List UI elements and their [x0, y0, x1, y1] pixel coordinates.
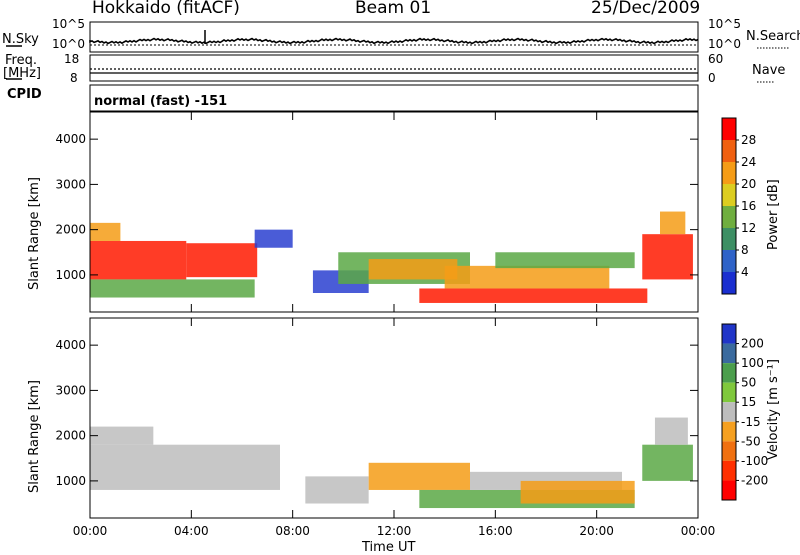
power-region-1 — [186, 243, 258, 278]
velocity-colorbar-frame — [721, 323, 737, 501]
station-title: Hokkaido (fitACF) — [92, 0, 240, 18]
power-region-7 — [368, 259, 458, 280]
power-region-9 — [444, 265, 610, 289]
power-cbtick-label-6: 28 — [741, 133, 756, 147]
power-ytick-label-3: 4000 — [55, 132, 86, 146]
velocity-colorbar-label: Velocity [m s⁻¹] — [766, 359, 781, 460]
velocity-colorbar-bin-2 — [722, 363, 736, 383]
velocity-region-8 — [654, 417, 688, 445]
power-cbtick-label-2: 12 — [741, 221, 756, 235]
power-colorbar-bin-1 — [722, 250, 736, 272]
velocity-ytick-label-3: 4000 — [55, 338, 86, 352]
velocity-ytick-label-0: 1000 — [55, 474, 86, 488]
power-cbtick-label-3: 16 — [741, 199, 756, 213]
cpid-label: CPID — [7, 87, 42, 102]
x-axis-title: Time UT — [362, 540, 416, 555]
nsky-label: N.Sky — [2, 32, 39, 47]
freq-label-line2: [MHz] — [3, 66, 41, 81]
freq-label-line1: Freq. — [5, 53, 37, 68]
velocity-cbtick-label-4: -15 — [741, 415, 761, 429]
power-region-0 — [90, 240, 187, 280]
power-colorbar-bin-4 — [722, 184, 736, 206]
velocity-colorbar-bin-7 — [722, 460, 736, 481]
nsky-left-tick-bottom: 10^0 — [52, 37, 85, 51]
xtick-label-2: 08:00 — [275, 524, 310, 538]
power-cbtick-label-1: 8 — [741, 243, 749, 257]
velocity-cbtick-label-6: -100 — [741, 454, 768, 468]
velocity-cbtick-label-5: -50 — [741, 434, 761, 448]
velocity-region-2 — [305, 476, 369, 504]
power-region-11 — [642, 234, 693, 280]
power-colorbar-bin-3 — [722, 206, 736, 228]
velocity-region-7 — [642, 444, 693, 481]
velocity-cbtick-label-1: 100 — [741, 356, 764, 370]
power-colorbar-label: Power [dB] — [766, 179, 781, 250]
velocity-colorbar-bin-1 — [722, 343, 736, 364]
velocity-ytick-label-1: 2000 — [55, 429, 86, 443]
velocity-region-0 — [90, 444, 280, 490]
velocity-ylabel: Slant Range [km] — [27, 380, 42, 493]
cpid-mode: normal (fast) -151 — [94, 94, 228, 109]
nsky-right-tick-bottom: 10^0 — [708, 37, 741, 51]
nsearch-label: N.Search — [746, 29, 800, 44]
power-colorbar-bin-6 — [722, 140, 736, 162]
power-colorbar-bin-5 — [722, 162, 736, 184]
velocity-colorbar-bin-5 — [722, 421, 736, 442]
beam-title: Beam 01 — [355, 0, 432, 18]
power-region-12 — [660, 211, 686, 235]
power-ytick-label-1: 2000 — [55, 223, 86, 237]
cpid-panel-frame — [89, 84, 699, 112]
power-region-10 — [495, 252, 635, 269]
velocity-colorbar-bin-4 — [722, 402, 736, 422]
velocity-cbtick-label-3: 15 — [741, 395, 756, 409]
velocity-colorbar-bin-3 — [722, 382, 736, 403]
velocity-cbtick-label-0: 200 — [741, 337, 764, 351]
power-region-2 — [90, 222, 121, 241]
velocity-region-6 — [520, 480, 635, 504]
date-title: 25/Dec/2009 — [591, 0, 701, 18]
power-ytick-label-0: 1000 — [55, 268, 86, 282]
nsky-left-tick-top: 10^5 — [52, 17, 85, 31]
velocity-colorbar-bin-6 — [722, 441, 736, 461]
power-region-4 — [254, 229, 293, 248]
xtick-label-1: 04:00 — [174, 524, 209, 538]
nsky-trace — [89, 37, 699, 45]
xtick-label-5: 20:00 — [579, 524, 614, 538]
velocity-colorbar-bin-0 — [722, 324, 736, 344]
velocity-cbtick-label-2: 50 — [741, 376, 756, 390]
power-ytick-label-2: 3000 — [55, 177, 86, 191]
power-colorbar-bin-7 — [722, 118, 736, 140]
xtick-label-0: 00:00 — [73, 524, 108, 538]
power-cbtick-label-5: 24 — [741, 155, 756, 169]
freq-right-tick-bottom: 0 — [708, 71, 716, 85]
nsky-panel-frame — [89, 21, 699, 53]
xtick-label-6: 00:00 — [681, 524, 716, 538]
velocity-cbtick-label-7: -200 — [741, 473, 768, 487]
power-colorbar-bin-0 — [722, 272, 736, 294]
power-colorbar-bin-2 — [722, 228, 736, 250]
freq-left-tick-top: 18 — [64, 52, 80, 66]
xtick-label-3: 12:00 — [377, 524, 412, 538]
xtick-label-4: 16:00 — [478, 524, 513, 538]
freq-right-tick-top: 60 — [708, 52, 724, 66]
power-cbtick-label-0: 4 — [741, 265, 749, 279]
velocity-region-3 — [368, 462, 470, 490]
power-ylabel: Slant Range [km] — [27, 177, 42, 290]
velocity-region-1 — [90, 426, 154, 445]
velocity-colorbar-bin-8 — [722, 480, 736, 500]
power-region-3 — [90, 279, 255, 298]
velocity-ytick-label-2: 3000 — [55, 383, 86, 397]
freq-left-tick-bottom: 8 — [70, 71, 78, 85]
freq-panel-frame — [89, 54, 699, 82]
nave-label: Nave — [752, 63, 786, 78]
power-cbtick-label-4: 20 — [741, 177, 756, 191]
nsky-right-tick-top: 10^5 — [708, 17, 741, 31]
power-region-8 — [419, 288, 648, 303]
